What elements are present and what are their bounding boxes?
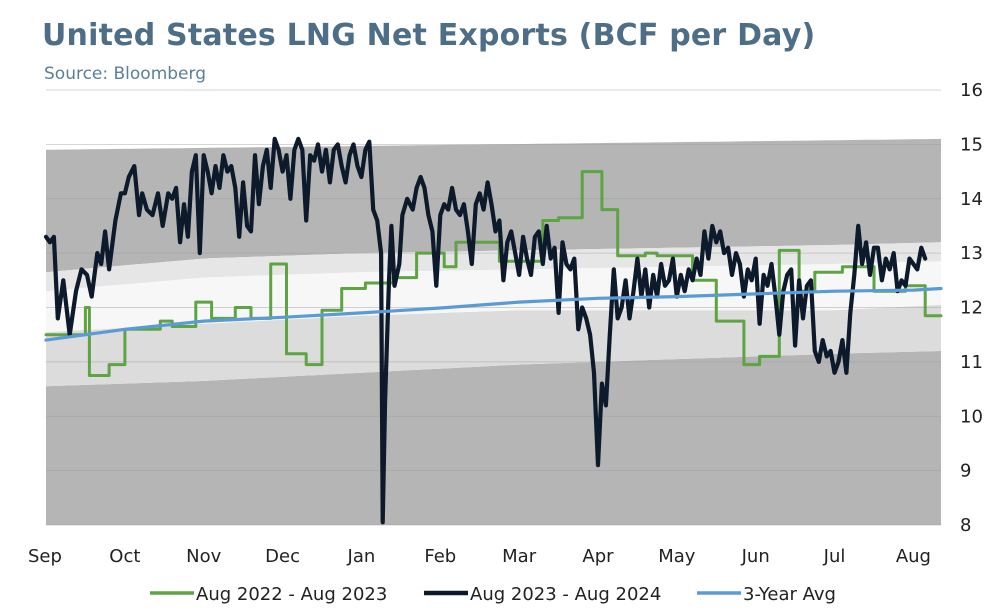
x-tick-label: Nov	[186, 546, 221, 567]
y-tick-label: 10	[960, 406, 983, 427]
band-upper-inner	[46, 242, 941, 292]
x-tick-label: Oct	[109, 546, 140, 567]
band-lower-inner	[46, 304, 941, 387]
band-lower-outer	[46, 351, 941, 525]
y-tick-label: 16	[960, 80, 983, 101]
legend-label-1: Aug 2022 - Aug 2023	[196, 584, 387, 605]
y-tick-label: 8	[960, 515, 971, 536]
legend-label-3: 3-Year Avg	[743, 584, 836, 605]
series-lines	[43, 136, 943, 525]
legend: Aug 2022 - Aug 2023 Aug 2023 - Aug 2024 3-…	[150, 584, 836, 605]
y-tick-label: 14	[960, 189, 983, 210]
x-tick-label: Jun	[741, 546, 770, 567]
x-tick-label: Mar	[502, 546, 537, 567]
y-tick-label: 9	[960, 461, 971, 482]
x-tick-label: May	[658, 546, 696, 567]
y-tick-labels: 8 9 10 11 12 13 14 15 16	[960, 80, 983, 536]
y-tick-label: 11	[960, 352, 983, 373]
x-tick-label: Dec	[265, 546, 300, 567]
y-tick-label: 15	[960, 134, 983, 155]
x-tick-label: Apr	[582, 546, 614, 567]
grid-lines	[46, 89, 941, 526]
legend-label-2: Aug 2023 - Aug 2024	[470, 584, 661, 605]
x-tick-label: Feb	[424, 546, 456, 567]
y-tick-label: 13	[960, 243, 983, 264]
series-line-3	[44, 286, 943, 342]
chart-source: Source: Bloomberg	[44, 64, 206, 84]
x-tick-labels: Sep Oct Nov Dec Jan Feb Mar Apr May Jun Jul Aug	[28, 546, 931, 567]
x-tick-label: Aug	[896, 546, 931, 567]
series-line-1	[44, 170, 943, 377]
x-tick-label: Sep	[28, 546, 62, 567]
series-line-2	[43, 136, 928, 525]
chart-title: United States LNG Net Exports (BCF per D…	[42, 18, 816, 53]
y-tick-label: 12	[960, 298, 983, 319]
x-tick-label: Jul	[823, 546, 846, 567]
x-tick-label: Jan	[347, 546, 376, 567]
